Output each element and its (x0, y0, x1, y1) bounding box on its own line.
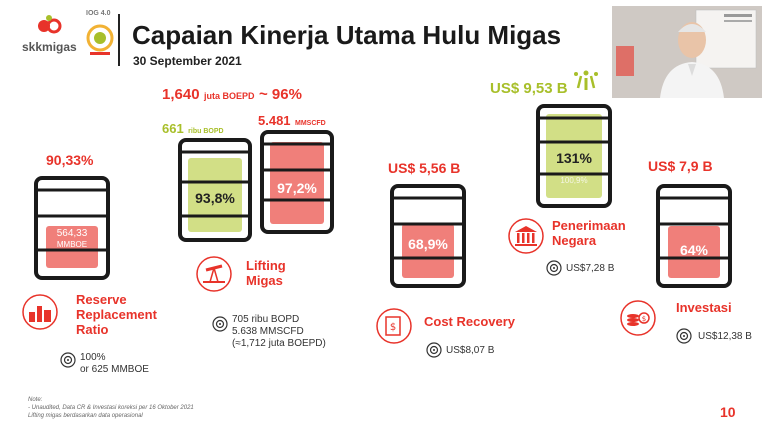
reserve-barrel-unit: MMBOE (56, 240, 88, 249)
lifting-oil-pct: 93,8% (195, 190, 235, 206)
iog-badge (86, 14, 114, 58)
penerimaan-target: US$7,28 B (566, 263, 615, 274)
investasi-target-icon (676, 328, 692, 349)
reserve-target-line1: 100% (80, 352, 106, 363)
page-title: Capaian Kinerja Utama Hulu Migas (132, 20, 562, 50)
lifting-total-value: 1,640 (162, 86, 200, 103)
footnote-line1: - Unaudited, Data CR & Investasi koreksi… (28, 405, 194, 411)
cost-recovery-target: US$8,07 B (446, 345, 495, 356)
investasi-barrel (654, 184, 734, 288)
page-date: 30 September 2021 (133, 54, 242, 68)
reserve-target-icon (60, 352, 76, 373)
lifting-total-pct: ~ 96% (258, 86, 302, 103)
skkmigas-logo (22, 12, 82, 52)
iog-badge-text: IOG 4.0 (86, 10, 111, 17)
lifting-target-line3: (≈1,712 juta BOEPD) (232, 338, 326, 349)
header-divider (118, 14, 120, 66)
lifting-total-unit: juta BOEPD (204, 91, 255, 101)
penerimaan-headline: US$ 9,53 B (490, 80, 568, 97)
cost-recovery-label: Cost Recovery (424, 314, 516, 329)
footnote-title: Note: (28, 397, 43, 403)
svg-text:$: $ (642, 315, 646, 323)
investasi-target: US$12,38 B (698, 331, 752, 342)
splash-icon (572, 68, 600, 97)
penerimaan-target-icon (546, 260, 562, 281)
cost-recovery-pct: 68,9% (408, 236, 448, 252)
reserve-barrel (32, 176, 112, 280)
lifting-gas-summary: 5.481 MMSCFD (258, 112, 326, 130)
svg-text:$: $ (390, 322, 396, 333)
lifting-gas-barrel (258, 130, 336, 234)
lifting-gas-value: 5.481 (258, 113, 291, 128)
lifting-gas-pct: 97,2% (277, 180, 317, 196)
reserve-target-line2: or 625 MMBOE (80, 364, 149, 375)
footnote: Note: - Unaudited, Data CR & Investasi k… (28, 396, 194, 420)
penerimaan-pct: 131% (556, 150, 592, 166)
investasi-label: Investasi (676, 300, 732, 315)
oil-pump-icon (194, 256, 234, 297)
lifting-oil-value: 661 (162, 121, 184, 136)
lifting-target-line2: 5.638 MMSCFD (232, 326, 304, 337)
lifting-gas-unit: MMSCFD (295, 120, 326, 127)
investasi-pct: 64% (679, 242, 709, 258)
money-document-icon: $ (374, 308, 414, 349)
lifting-target-icon (212, 316, 228, 337)
investasi-headline: US$ 7,9 B (648, 158, 713, 174)
cost-recovery-barrel (388, 184, 468, 288)
lifting-target-line1: 705 ribu BOPD (232, 314, 300, 325)
presenter-video[interactable] (612, 6, 762, 98)
penerimaan-label: Penerimaan Negara (552, 218, 626, 248)
lifting-oil-unit: ribu BOPD (188, 128, 224, 135)
footnote-line2: Lifting migas berdasarkan data operasion… (28, 413, 143, 419)
lifting-oil-barrel (176, 138, 254, 242)
government-building-icon (506, 218, 546, 259)
reserve-headline: 90,33% (46, 152, 94, 168)
cost-recovery-headline: US$ 5,56 B (388, 160, 461, 176)
lifting-oil-summary: 661 ribu BOPD (162, 120, 224, 138)
cost-recovery-target-icon (426, 342, 442, 363)
reserve-barrel-value: 564,33 (56, 228, 88, 239)
logo-text: skkmigas (22, 40, 77, 54)
lifting-total-summary: 1,640 juta BOEPD ~ 96% (162, 86, 302, 104)
lifting-label: Lifting Migas (246, 258, 286, 288)
coins-icon: $ (618, 300, 658, 341)
penerimaan-barrel (534, 104, 614, 208)
reserve-label: Reserve Replacement Ratio (76, 292, 157, 337)
penerimaan-sub-pct: 100,9% (560, 176, 588, 185)
refinery-icon (18, 294, 62, 335)
page-number: 10 (720, 404, 736, 420)
